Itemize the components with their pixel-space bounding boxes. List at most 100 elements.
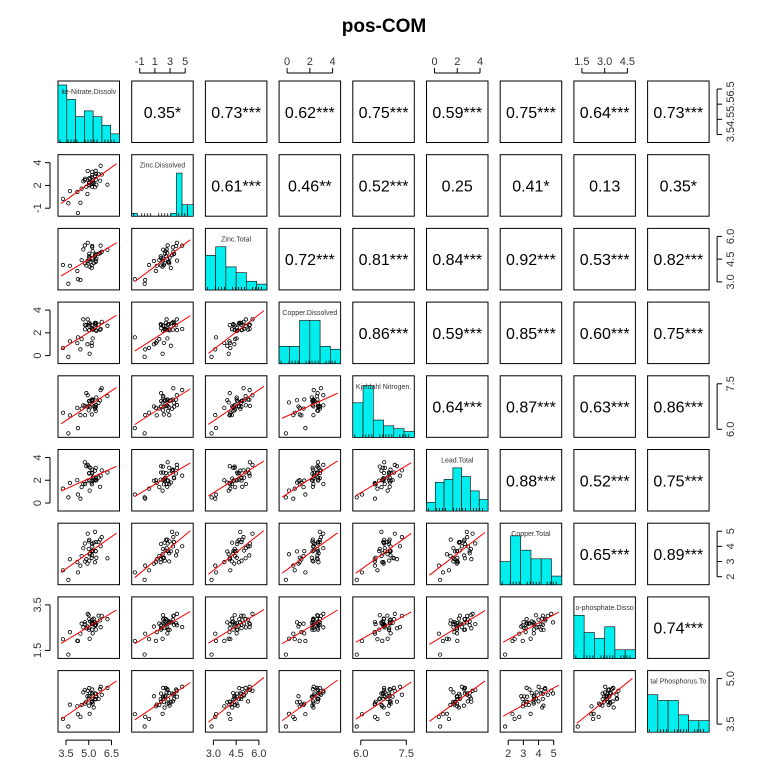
panel-frame-0-7 [573,80,636,143]
correlation-label: 0.89*** [653,547,703,564]
scatter-point [377,697,382,702]
histogram-bar [510,535,522,586]
scatter-point [250,611,255,616]
scatter-point [382,541,387,546]
scatter-point [159,557,164,562]
tick-label: 5.5 [725,97,737,112]
scatter-point [444,552,449,557]
correlation-label: 0.64*** [432,400,482,417]
panel-frame-2-5 [426,227,489,291]
scatter-point [457,539,463,545]
scatter-point [448,553,453,559]
scatter-point [392,462,397,468]
scatter-point [283,724,288,729]
scatter-point [167,413,172,418]
scatter-point [297,638,302,643]
scatter-point [397,544,403,549]
scatter-point [60,410,66,415]
scatter-point [151,624,157,629]
scatter-point [382,465,388,470]
scatter-point [459,684,464,689]
scatter-point [385,613,390,618]
scatter-point [292,568,297,573]
tick-label: 3.5 [32,597,44,612]
scatter-point [317,529,322,534]
scatter-point [385,711,390,716]
scatter-point [311,544,316,549]
chart-title: pos-COM [341,16,427,37]
tick-label: 2 [454,56,460,68]
scatter-point [143,714,148,719]
tick-label: 4.5 [725,112,737,127]
scatter-point [153,478,159,483]
scatter-point [297,412,302,417]
scatter-point [82,327,88,332]
scatter-point [164,317,169,322]
scatter-point [165,460,170,465]
scatter-point [388,631,393,636]
scatter-point [92,185,98,190]
scatter-point [85,168,90,174]
scatter-point [245,699,251,704]
scatter-point [283,431,288,436]
scatter-point [311,413,316,418]
scatter-point [60,637,66,642]
correlation-label: 0.87*** [506,400,556,417]
panel-frame-6-2 [204,522,268,586]
scatter-point [382,690,387,695]
histogram-bar [101,124,112,143]
correlation-label: 0.25 [442,178,473,195]
histogram-bar [352,402,364,438]
scatter-point [536,684,541,689]
scatter-point [239,625,244,631]
tick-label: 3 [167,56,173,68]
scatter-point [292,486,297,491]
scatter-point [243,481,248,487]
tick-label: 3.5 [725,716,737,731]
scatter-point [517,714,522,719]
scatter-point [222,704,227,709]
scatter-point [81,317,86,322]
scatter-point [296,694,301,699]
scatter-point [82,482,88,487]
scatter-point [321,688,326,693]
scatter-point [230,540,235,545]
histogram-bar [215,246,227,291]
scatter-point [142,724,147,729]
scatter-point [600,703,605,708]
panel-frame-5-6 [499,449,563,512]
smooth-line [208,385,265,425]
scatter-point [387,480,392,485]
scatter-point [302,549,307,554]
scatter-point [311,705,316,710]
tick-label: 6.0 [353,748,368,760]
smooth-line [208,677,265,723]
scatter-point [243,685,248,690]
scatter-point [213,492,219,497]
panel-frame-5-8 [647,449,710,512]
scatter-point [372,496,378,501]
scatter-point [241,468,246,473]
scatter-point [142,354,147,359]
scatter-point [610,699,615,704]
tick-label: 1.5 [32,643,44,658]
scatter-point [87,351,92,356]
scatter-point [315,548,321,554]
scatter-point [454,631,460,636]
tick-label: -1 [135,56,145,68]
scatter-point [372,482,378,487]
scatter-point [98,243,103,248]
scatter-point [375,716,380,722]
tick-label: 4 [32,160,44,166]
scatter-point [386,691,392,696]
scatter-point [165,687,170,693]
scatter-point [89,482,94,487]
scatter-point [315,391,320,396]
scatter-point [153,560,159,565]
scatter-point [235,691,240,696]
panel-frame-6-1 [131,522,194,586]
tick-label: 3.5 [725,127,737,142]
scatter-point [143,631,148,636]
scatter-point [310,618,316,623]
scatter-point [233,702,238,708]
